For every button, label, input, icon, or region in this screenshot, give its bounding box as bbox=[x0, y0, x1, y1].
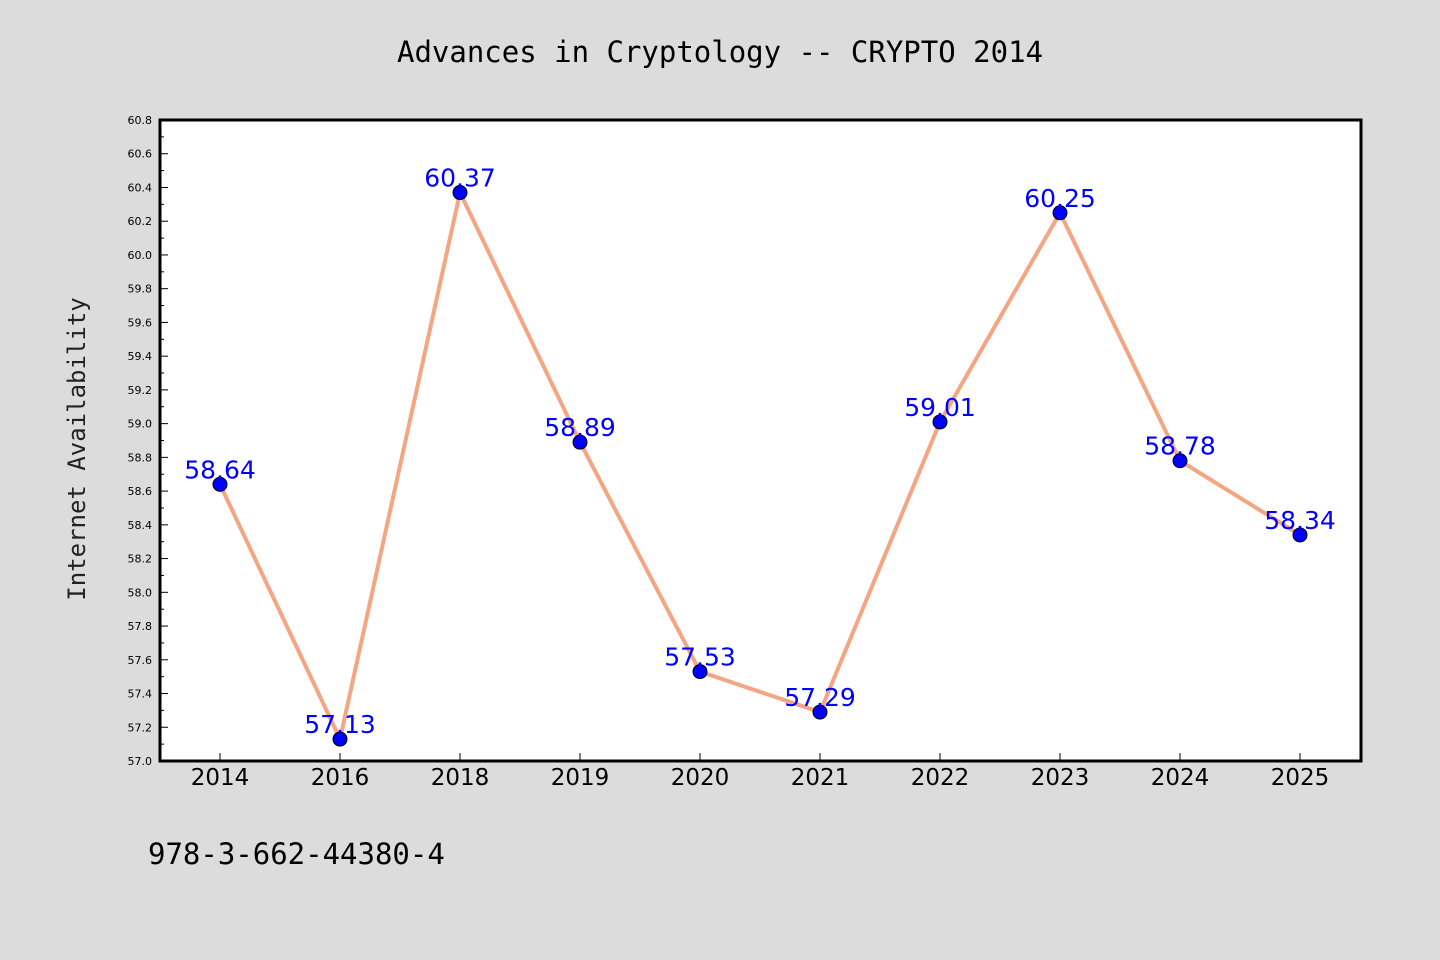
y-tick-label: 58.0 bbox=[128, 586, 153, 599]
y-tick-label: 57.0 bbox=[128, 755, 153, 768]
x-tick-label: 2016 bbox=[311, 765, 370, 791]
y-tick-label: 57.6 bbox=[128, 654, 153, 667]
data-point bbox=[932, 414, 948, 430]
data-point bbox=[212, 476, 228, 492]
data-label: 57.13 bbox=[304, 710, 376, 739]
x-tick-label: 2019 bbox=[551, 765, 610, 791]
data-point bbox=[452, 185, 468, 201]
data-point bbox=[1052, 205, 1068, 221]
y-tick-label: 58.6 bbox=[128, 485, 153, 498]
y-tick-label: 60.8 bbox=[128, 114, 153, 127]
y-tick-label: 60.0 bbox=[128, 249, 153, 262]
data-label: 58.89 bbox=[544, 413, 616, 442]
y-tick-label: 60.2 bbox=[128, 215, 153, 228]
y-tick-label: 59.8 bbox=[128, 283, 153, 296]
data-point bbox=[812, 704, 828, 720]
x-tick-label: 2023 bbox=[1031, 765, 1090, 791]
x-tick-label: 2014 bbox=[191, 765, 250, 791]
data-point bbox=[1292, 527, 1308, 543]
data-label: 60.25 bbox=[1024, 184, 1096, 213]
chart-title: Advances in Cryptology -- CRYPTO 2014 bbox=[397, 35, 1043, 69]
data-label: 58.64 bbox=[184, 455, 256, 484]
y-tick-label: 58.8 bbox=[128, 451, 153, 464]
y-tick-label: 59.0 bbox=[128, 418, 153, 431]
data-label: 60.37 bbox=[424, 164, 496, 193]
x-tick-label: 2020 bbox=[671, 765, 730, 791]
y-tick-label: 58.4 bbox=[128, 519, 153, 532]
data-label: 59.01 bbox=[904, 393, 976, 422]
data-label: 57.53 bbox=[664, 643, 736, 672]
data-point bbox=[692, 664, 708, 680]
y-axis-label: Internet Availability bbox=[63, 297, 91, 600]
y-tick-label: 57.4 bbox=[128, 688, 153, 701]
y-tick-label: 59.4 bbox=[128, 350, 153, 363]
y-tick-label: 57.8 bbox=[128, 620, 153, 633]
x-tick-label: 2025 bbox=[1271, 765, 1330, 791]
plot-frame bbox=[158, 118, 1363, 763]
isbn-footnote: 978-3-662-44380-4 bbox=[148, 837, 445, 871]
x-axis: 2014 2016 2018 2019 2020 2021 2022 2023 2024 2025 bbox=[191, 753, 1330, 791]
data-label: 58.34 bbox=[1264, 506, 1336, 535]
data-point bbox=[1172, 453, 1188, 469]
x-tick-label: 2021 bbox=[791, 765, 850, 791]
x-tick-label: 2024 bbox=[1151, 765, 1210, 791]
x-tick-label: 2018 bbox=[431, 765, 490, 791]
data-label: 57.29 bbox=[784, 683, 856, 712]
x-tick-label: 2022 bbox=[911, 765, 970, 791]
y-tick-label: 57.2 bbox=[128, 721, 153, 734]
y-axis: 57.0 57.2 57.4 57.6 57.8 58.0 58.2 58.4 58.6 58.8… bbox=[128, 114, 168, 768]
series-line bbox=[218, 190, 1302, 742]
data-point bbox=[572, 434, 588, 450]
y-tick-label: 59.2 bbox=[128, 384, 153, 397]
data-label: 58.78 bbox=[1144, 432, 1216, 461]
y-tick-label: 58.2 bbox=[128, 553, 153, 566]
y-tick-label: 60.4 bbox=[128, 181, 153, 194]
y-tick-label: 60.6 bbox=[128, 148, 153, 161]
y-tick-label: 59.6 bbox=[128, 316, 153, 329]
series-layer: 58.64 57.13 60.37 58.89 57.53 57.29 59.01 60.25… bbox=[184, 164, 1336, 747]
data-point bbox=[332, 731, 348, 747]
